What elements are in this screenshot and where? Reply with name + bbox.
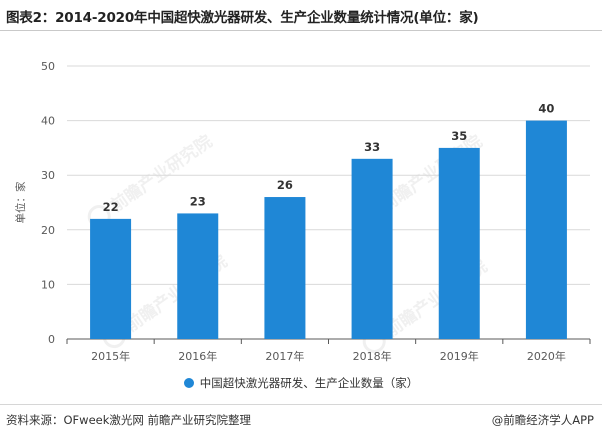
data-label: 40 [538,102,554,116]
footer-divider [0,404,602,405]
chart-title: 图表2：2014-2020年中国超快激光器研发、生产企业数量统计情况(单位：家) [6,10,479,26]
credit-note: @前瞻经济学人APP [491,413,594,427]
y-tick-label: 30 [41,169,55,182]
data-label: 33 [364,140,380,154]
source-note: 资料来源：OFweek激光网 前瞻产业研究院整理 [6,413,252,427]
tick-labels: 0 10 20 30 40 50 2015年 2016年 2017年 2018年 2019年 2020… [41,60,566,363]
y-tick-label: 40 [41,115,55,128]
x-tick-label: 2020年 [527,349,566,363]
x-tick-label: 2015年 [91,349,130,363]
legend-label: 中国超快激光器研发、生产企业数量（家） [199,376,419,390]
x-tick-label: 2019年 [440,349,479,363]
bar [351,158,393,339]
legend: 中国超快激光器研发、生产企业数量（家） [0,375,602,391]
data-label: 35 [451,129,467,143]
y-tick-label: 50 [41,60,55,73]
y-axis-label: 单位：家 [14,181,27,223]
y-tick-label: 0 [48,333,55,346]
legend-marker [183,378,194,388]
title-divider [0,30,602,31]
bar [264,197,306,339]
data-label: 22 [103,200,119,214]
data-label: 23 [190,194,206,208]
y-tick-label: 20 [41,224,55,237]
bar [177,213,219,339]
x-tick-label: 2017年 [265,349,304,363]
x-tick-label: 2016年 [178,349,217,363]
bars: 22 23 26 33 35 40 [90,102,567,339]
y-tick-label: 10 [41,278,55,291]
x-tick-label: 2018年 [353,349,392,363]
bar [90,218,132,339]
bar [525,120,567,339]
data-label: 26 [277,178,293,192]
grid-lines [66,65,591,344]
bar [438,147,480,339]
